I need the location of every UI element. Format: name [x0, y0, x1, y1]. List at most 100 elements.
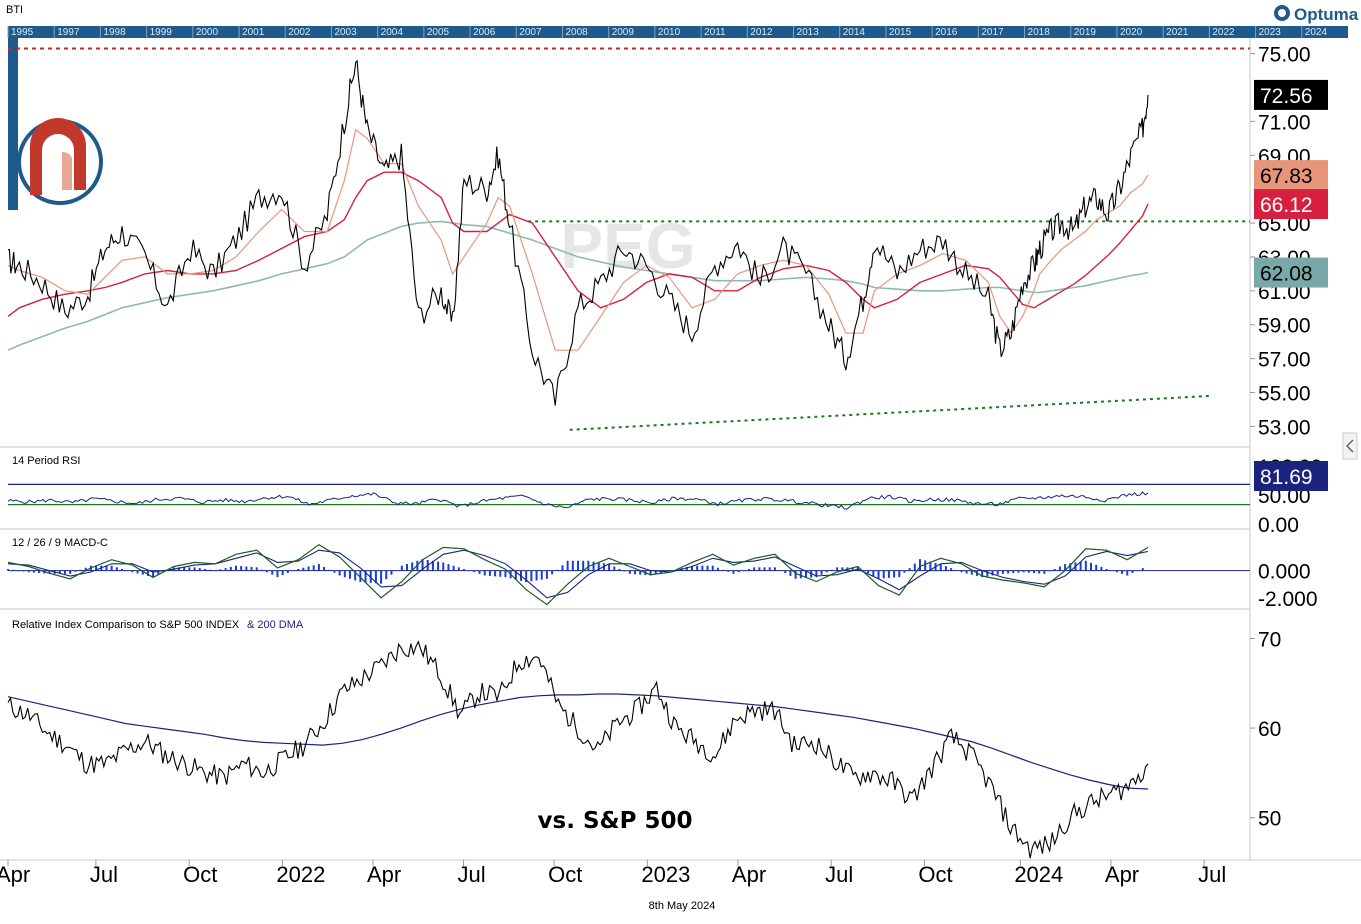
macd-hist-bar [292, 570, 294, 572]
macd-hist-bar [1038, 570, 1041, 574]
macd-hist-bar [1126, 570, 1129, 576]
macd-hist-bar [908, 568, 911, 571]
macd-hist-bar [525, 570, 528, 583]
relative-line [7, 640, 1149, 859]
macd-hist-bar [732, 570, 735, 574]
macd-hist-bar [121, 568, 123, 571]
macd-hist-bar [266, 570, 269, 573]
macd-hist-bar [970, 570, 973, 575]
macd-hist-bar [110, 565, 113, 571]
macd-hist-bar [126, 570, 129, 572]
macd-hist-bar [649, 570, 652, 576]
price-tick-label: 75.00 [1258, 44, 1311, 67]
macd-hist-bar [203, 568, 206, 571]
rsi-title: 14 Period RSI [12, 455, 80, 467]
macd-hist-bar [939, 564, 942, 571]
timeline-year: 2000 [196, 27, 219, 38]
relative-title: Relative Index Comparison to S&P 500 IND… [12, 619, 240, 631]
macd-hist-bar [893, 570, 896, 578]
price-value-tag [1254, 160, 1328, 191]
timeline-year: 2002 [288, 27, 311, 38]
macd-hist-bar [561, 565, 564, 571]
macd-hist-bar [400, 565, 403, 571]
timeline-year: 2024 [1305, 27, 1328, 38]
price-tick-label: 53.00 [1258, 416, 1311, 439]
macd-hist-bar [178, 567, 180, 571]
macd-hist-bar [374, 570, 377, 584]
macd-hist-bar [639, 570, 642, 575]
macd-hist-bar [193, 567, 196, 571]
timeline-year: 2017 [981, 27, 1004, 38]
macd-panel: 12 / 26 / 9 MACD-C 0.000 -2.000 [7, 537, 1318, 611]
macd-hist-bar [84, 567, 87, 571]
price-line [7, 59, 1149, 406]
macd-hist-bar [136, 570, 139, 574]
ticker-label: BTI [6, 4, 23, 16]
timeline-years: 1995 1997 1998 1999 2000 2001 2002 2003 2004 2005… [7, 26, 1328, 38]
macd-hist-bar [58, 570, 61, 574]
macd-hist-bar [328, 569, 331, 571]
macd-hist-bar [1131, 570, 1134, 574]
timeline-year: 2021 [1166, 27, 1189, 38]
macd-hist-bar [815, 570, 818, 578]
x-tick-label: 2022 [276, 862, 325, 887]
macd-hist-bar [981, 570, 984, 578]
macd-hist-bar [22, 570, 25, 572]
macd-hist-bar [727, 570, 730, 572]
macd-hist-bar [17, 570, 20, 572]
x-tick-label: Oct [548, 862, 582, 887]
macd-hist-bar [535, 570, 538, 581]
collapse-arrow-icon[interactable] [1342, 432, 1358, 460]
macd-hist-bar [929, 561, 932, 571]
macd-hist-bar [737, 570, 740, 573]
macd-hist-bar [499, 570, 502, 577]
price-value-label: 67.83 [1260, 165, 1313, 188]
macd-hist-bar [504, 570, 507, 578]
macd-hist-bar [618, 568, 621, 571]
price-tick-label: 59.00 [1258, 315, 1311, 338]
macd-hist-bar [390, 570, 393, 575]
macd-hist-bar [1079, 561, 1082, 571]
macd-hist-bar [556, 569, 559, 571]
macd-hist-bar [841, 567, 844, 571]
macd-hist-bar [799, 570, 802, 579]
macd-hist-bar [758, 567, 761, 571]
macd-hist-bar [716, 567, 719, 571]
macd-hist-bar [545, 570, 548, 579]
x-tick-label: Jul [90, 862, 118, 887]
macd-hist-bar [986, 570, 989, 577]
macd-hist-bar [514, 570, 517, 580]
macd-hist-bar [473, 570, 476, 573]
macd-hist-bar [613, 566, 616, 571]
timeline-year: 2009 [612, 27, 635, 38]
macd-hist-bar [898, 570, 901, 578]
macd-hist-bar [991, 570, 994, 576]
macd-hist-bar [944, 566, 947, 571]
macd-hist-bar [551, 570, 554, 575]
macd-hist-bar [74, 570, 77, 572]
x-tick-label: 2024 [1014, 862, 1063, 887]
macd-hist-bar [483, 570, 486, 576]
price-value-tag [1254, 189, 1328, 220]
macd-line [7, 543, 1149, 606]
macd-hist-bar [276, 570, 279, 578]
macd-hist-bar [706, 565, 709, 571]
timeline-bar[interactable] [8, 26, 1348, 38]
trendline [569, 394, 1211, 431]
x-tick-label: Apr [0, 862, 30, 887]
macd-hist-bar [478, 570, 481, 574]
macd-hist-bar [592, 561, 595, 571]
vs-sp500-annotation: vs. S&P 500 [538, 808, 693, 834]
macd-hist-bar [872, 570, 875, 576]
macd-hist-bar [913, 563, 916, 571]
macd-hist-bar [965, 570, 968, 574]
macd-hist-bar [183, 567, 186, 571]
macd-hist-bar [530, 570, 533, 582]
price-panel: 75.0071.0069.0065.0063.0061.0059.0057.00… [7, 44, 1328, 439]
macd-hist-bar [685, 566, 688, 571]
macd-title: 12 / 26 / 9 MACD-C [12, 537, 108, 549]
rsi-line [7, 491, 1149, 510]
macd-hist-bar [64, 570, 66, 574]
x-tick-label: Jul [1198, 862, 1226, 887]
